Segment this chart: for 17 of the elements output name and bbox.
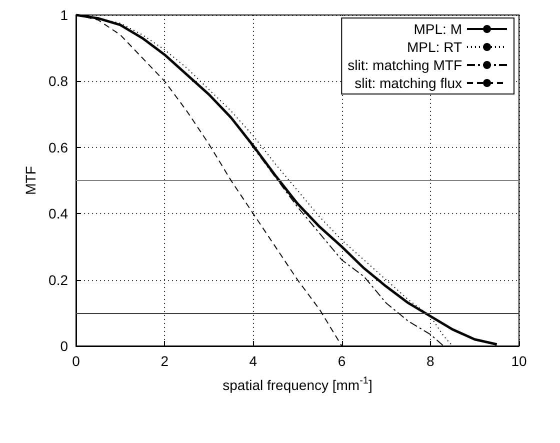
- x-tick-label: 8: [426, 353, 434, 369]
- x-tick-label: 2: [160, 353, 169, 369]
- legend-label: MPL: RT: [407, 39, 462, 55]
- y-tick-label: 1: [60, 7, 68, 23]
- x-tick-label: 6: [338, 353, 346, 369]
- y-tick-label: 0.2: [48, 272, 68, 288]
- legend-label: slit: matching flux: [354, 75, 462, 91]
- x-tick-label: 0: [72, 353, 80, 369]
- legend-label: MPL: M: [414, 21, 462, 37]
- y-axis-title: MTF: [22, 166, 39, 195]
- y-tick-label: 0.8: [48, 73, 68, 90]
- x-tick-label: 4: [249, 353, 258, 369]
- x-tick-label: 10: [511, 353, 527, 369]
- y-tick-label: 0.6: [48, 139, 68, 156]
- legend-label: slit: matching MTF: [348, 57, 462, 73]
- y-tick-label: 0: [60, 338, 68, 354]
- y-tick-label: 0.4: [48, 206, 68, 222]
